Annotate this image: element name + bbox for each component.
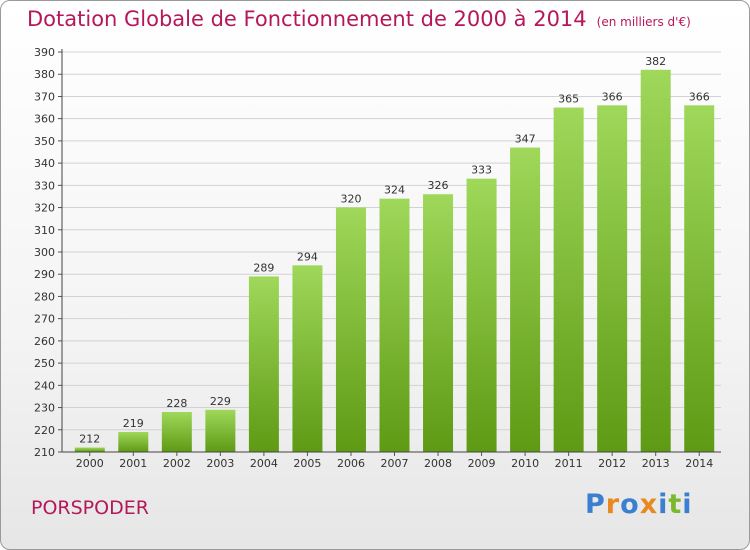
x-tick-label: 2003: [206, 457, 234, 470]
bar: [161, 412, 192, 452]
y-tick-label: 330: [34, 179, 55, 192]
chart-title: Dotation Globale de Fonctionnement de 20…: [27, 7, 691, 31]
bar-value-label: 289: [253, 261, 274, 274]
bars-layer: [74, 69, 715, 453]
y-tick-label: 390: [34, 46, 55, 59]
y-tick-label: 370: [34, 90, 55, 103]
bar-value-label: 326: [428, 179, 449, 192]
y-tick-label: 340: [34, 157, 55, 170]
bar-value-label: 294: [297, 250, 318, 263]
bar: [335, 207, 366, 452]
bar-value-label: 366: [689, 90, 710, 103]
logo-letter: i: [682, 489, 693, 520]
bar-value-label: 347: [515, 133, 536, 146]
bar: [597, 105, 628, 452]
logo-letter: t: [668, 489, 683, 520]
logo-letter: i: [658, 489, 669, 520]
logo-letter: r: [605, 489, 621, 520]
bar: [248, 276, 279, 452]
y-tick-label: 280: [34, 290, 55, 303]
bar-value-label: 212: [79, 433, 100, 446]
x-tick-label: 2001: [119, 457, 147, 470]
x-tick-label: 2011: [555, 457, 583, 470]
bar-value-label: 228: [166, 397, 187, 410]
x-tick-label: 2002: [163, 457, 191, 470]
bar: [205, 409, 236, 452]
bar: [684, 105, 715, 452]
bar: [379, 198, 410, 452]
bar: [510, 147, 541, 453]
proxiti-logo: Proxiti: [585, 489, 693, 520]
x-tick-label: 2004: [250, 457, 278, 470]
bar: [640, 69, 671, 453]
bar: [292, 265, 323, 452]
axis-layer: 210 220 230 240 250 260 270 280 290 300 310 320 330 3…: [34, 46, 721, 470]
x-tick-label: 2009: [468, 457, 496, 470]
bar-value-label: 365: [558, 93, 579, 106]
x-tick-label: 2005: [293, 457, 321, 470]
x-tick-label: 2013: [642, 457, 670, 470]
bar: [423, 194, 454, 452]
y-tick-label: 350: [34, 135, 55, 148]
bar-value-label: 324: [384, 184, 405, 197]
bar: [553, 107, 584, 453]
y-tick-label: 250: [34, 357, 55, 370]
bar-value-label: 229: [210, 395, 231, 408]
bar: [118, 432, 149, 452]
bar-chart: 210 220 230 240 250 260 270 280 290 300 310 320 330 3…: [34, 46, 721, 470]
bar-value-label: 382: [645, 55, 666, 68]
y-tick-label: 300: [34, 246, 55, 259]
y-tick-label: 210: [34, 446, 55, 459]
logo-letter: o: [620, 489, 640, 520]
bar: [74, 447, 105, 452]
x-tick-label: 2006: [337, 457, 365, 470]
title-text: Dotation Globale de Fonctionnement de 20…: [27, 7, 587, 31]
place-name: PORSPODER: [31, 497, 149, 519]
bar-value-label: 219: [123, 417, 144, 430]
chart-subtitle: (en milliers d'€): [596, 15, 691, 29]
y-tick-label: 220: [34, 424, 55, 437]
x-tick-label: 2010: [511, 457, 539, 470]
x-tick-label: 2012: [598, 457, 626, 470]
y-tick-label: 320: [34, 202, 55, 215]
y-tick-label: 290: [34, 268, 55, 281]
y-tick-label: 380: [34, 68, 55, 81]
logo-letter: x: [639, 489, 659, 520]
bar-value-label: 320: [340, 193, 361, 206]
x-tick-label: 2007: [381, 457, 409, 470]
y-tick-label: 240: [34, 379, 55, 392]
y-tick-label: 360: [34, 113, 55, 126]
y-tick-label: 270: [34, 313, 55, 326]
bar: [466, 178, 497, 452]
x-tick-label: 2008: [424, 457, 452, 470]
x-tick-label: 2000: [76, 457, 104, 470]
y-tick-label: 230: [34, 402, 55, 415]
bar-value-label: 366: [602, 90, 623, 103]
y-tick-label: 260: [34, 335, 55, 348]
logo-letter: P: [585, 489, 606, 520]
y-tick-label: 310: [34, 224, 55, 237]
bar-value-label: 333: [471, 164, 492, 177]
x-tick-label: 2014: [685, 457, 713, 470]
